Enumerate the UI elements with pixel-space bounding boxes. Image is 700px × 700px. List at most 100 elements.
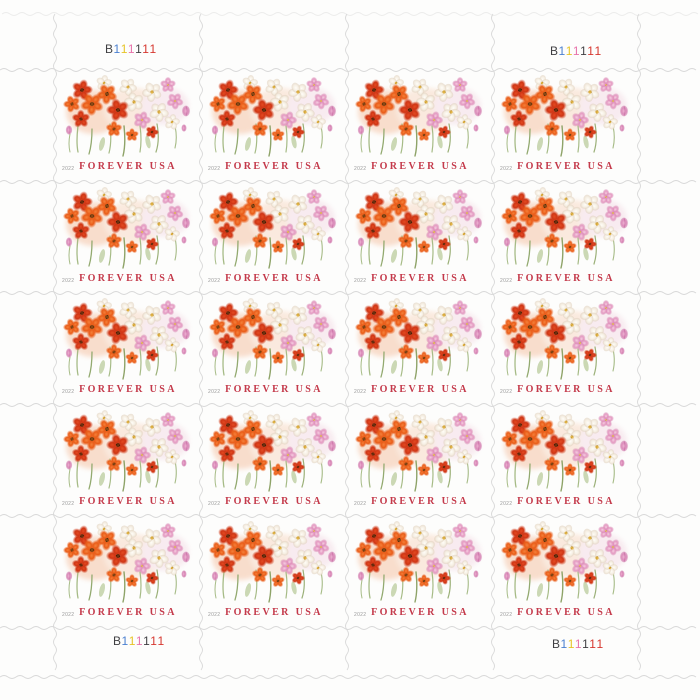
forever-usa-label: FOREVER USA bbox=[225, 495, 323, 507]
year-label: 2022 bbox=[500, 500, 513, 507]
forever-usa-label: FOREVER USA bbox=[79, 384, 177, 396]
stamp: FOREVER USA 2022 bbox=[201, 70, 347, 182]
plate-char: 1 bbox=[150, 634, 158, 648]
year-label: 2022 bbox=[62, 500, 75, 507]
plate-number-top-right: B 1 1 1 1 1 1 bbox=[550, 44, 602, 58]
plate-char: 1 bbox=[565, 44, 573, 58]
year-label: 2022 bbox=[354, 277, 367, 284]
forever-usa-label: FOREVER USA bbox=[225, 272, 323, 284]
year-label: 2022 bbox=[208, 389, 221, 396]
flower-bouquet-image bbox=[500, 520, 632, 604]
flower-bouquet-image bbox=[354, 186, 486, 270]
flower-bouquet-image bbox=[62, 520, 194, 604]
year-label: 2022 bbox=[62, 166, 75, 172]
flower-bouquet-image bbox=[500, 186, 632, 270]
flower-bouquet-image bbox=[500, 297, 632, 381]
plate-char: 1 bbox=[567, 637, 575, 651]
flower-bouquet-image bbox=[354, 74, 486, 158]
stamp: FOREVER USA 2022 bbox=[201, 182, 347, 294]
flower-bouquet-image bbox=[208, 520, 340, 604]
flower-bouquet-image bbox=[500, 409, 632, 493]
plate-char: 1 bbox=[128, 634, 136, 648]
plate-char: 1 bbox=[594, 44, 602, 58]
stamp: FOREVER USA 2022 bbox=[347, 182, 493, 294]
flower-bouquet-image bbox=[354, 409, 486, 493]
plate-char: 1 bbox=[580, 44, 588, 58]
year-label: 2022 bbox=[354, 612, 367, 619]
plate-char: B bbox=[552, 637, 561, 651]
forever-usa-label: FOREVER USA bbox=[517, 607, 615, 619]
flower-bouquet-image bbox=[354, 297, 486, 381]
flower-bouquet-image bbox=[208, 297, 340, 381]
stamp: FOREVER USA 2022 bbox=[347, 70, 493, 182]
stamp: FOREVER USA 2022 bbox=[55, 182, 201, 294]
year-label: 2022 bbox=[354, 389, 367, 396]
stamp: FOREVER USA 2022 bbox=[347, 293, 493, 405]
plate-char: 1 bbox=[121, 634, 129, 648]
stamp: FOREVER USA 2022 bbox=[347, 405, 493, 517]
forever-usa-label: FOREVER USA bbox=[517, 384, 615, 396]
stamp: FOREVER USA 2022 bbox=[493, 293, 639, 405]
year-label: 2022 bbox=[354, 500, 367, 507]
forever-usa-label: FOREVER USA bbox=[79, 272, 177, 284]
stamp: FOREVER USA 2022 bbox=[201, 293, 347, 405]
plate-number-bottom-right: B 1 1 1 1 1 1 bbox=[552, 637, 604, 651]
plate-char: 1 bbox=[574, 637, 583, 651]
year-label: 2022 bbox=[354, 166, 367, 172]
forever-usa-label: FOREVER USA bbox=[517, 495, 615, 507]
flower-bouquet-image bbox=[500, 74, 632, 158]
plate-char: 1 bbox=[558, 44, 566, 58]
plate-char: B bbox=[113, 634, 122, 648]
stamp: FOREVER USA 2022 bbox=[55, 405, 201, 517]
plate-char: 1 bbox=[120, 42, 128, 56]
plate-char: 1 bbox=[582, 637, 590, 651]
stamp: FOREVER USA 2022 bbox=[55, 516, 201, 628]
plate-char: 1 bbox=[589, 637, 597, 651]
forever-usa-label: FOREVER USA bbox=[371, 384, 469, 396]
plate-char: 1 bbox=[587, 44, 595, 58]
stamp: FOREVER USA 2022 bbox=[55, 70, 201, 182]
stamp: FOREVER USA 2022 bbox=[493, 70, 639, 182]
plate-char: 1 bbox=[149, 42, 157, 56]
plate-char: B bbox=[105, 42, 114, 56]
plate-char: 1 bbox=[127, 42, 136, 56]
forever-usa-label: FOREVER USA bbox=[79, 161, 177, 172]
forever-usa-label: FOREVER USA bbox=[79, 607, 177, 619]
forever-usa-label: FOREVER USA bbox=[225, 161, 323, 172]
flower-bouquet-image bbox=[62, 186, 194, 270]
plate-char: 1 bbox=[113, 42, 121, 56]
stamp: FOREVER USA 2022 bbox=[493, 405, 639, 517]
plate-char: B bbox=[550, 44, 559, 58]
year-label: 2022 bbox=[62, 612, 75, 619]
plate-number-top-left: B 1 1 1 1 1 1 bbox=[105, 42, 157, 56]
forever-usa-label: FOREVER USA bbox=[371, 161, 469, 172]
stamp: FOREVER USA 2022 bbox=[493, 182, 639, 294]
plate-char: 1 bbox=[572, 44, 581, 58]
plate-char: 1 bbox=[143, 634, 151, 648]
stamp-grid: FOREVER USA 2022 FOREVER USA 2022 FOREVE… bbox=[55, 70, 639, 628]
plate-char: 1 bbox=[142, 42, 150, 56]
plate-char: 1 bbox=[135, 42, 143, 56]
flower-bouquet-image bbox=[208, 186, 340, 270]
plate-char: 1 bbox=[560, 637, 568, 651]
stamp: FOREVER USA 2022 bbox=[201, 516, 347, 628]
plate-char: 1 bbox=[135, 634, 144, 648]
year-label: 2022 bbox=[500, 166, 513, 172]
year-label: 2022 bbox=[500, 612, 513, 619]
year-label: 2022 bbox=[208, 500, 221, 507]
year-label: 2022 bbox=[62, 389, 75, 396]
plate-number-bottom-left: B 1 1 1 1 1 1 bbox=[113, 634, 165, 648]
forever-usa-label: FOREVER USA bbox=[371, 272, 469, 284]
year-label: 2022 bbox=[208, 166, 221, 172]
flower-bouquet-image bbox=[208, 409, 340, 493]
forever-usa-label: FOREVER USA bbox=[517, 161, 615, 172]
stamp: FOREVER USA 2022 bbox=[347, 516, 493, 628]
year-label: 2022 bbox=[500, 389, 513, 396]
flower-bouquet-image bbox=[62, 297, 194, 381]
flower-bouquet-image bbox=[62, 74, 194, 158]
forever-usa-label: FOREVER USA bbox=[371, 607, 469, 619]
year-label: 2022 bbox=[62, 277, 75, 284]
stamp: FOREVER USA 2022 bbox=[493, 516, 639, 628]
year-label: 2022 bbox=[500, 277, 513, 284]
